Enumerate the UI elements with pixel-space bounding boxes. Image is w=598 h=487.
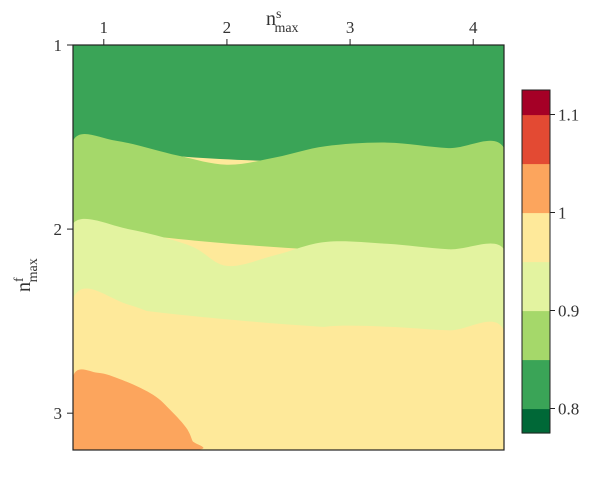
y-tick-label: 1 (54, 36, 63, 55)
y-axis-title-sup: f (12, 277, 27, 282)
colorbar-segment (522, 90, 550, 116)
colorbar: 0.8 0.9 1 1.1 (521, 89, 579, 434)
x-axis-title: ns max (266, 7, 299, 36)
y-axis-title-base: n (13, 282, 35, 292)
contour-region-1 (73, 45, 504, 162)
y-axis: 1 2 3 (54, 36, 73, 423)
x-tick-label: 1 (100, 18, 109, 37)
y-tick-label: 2 (54, 220, 63, 239)
x-tick-label: 2 (223, 18, 232, 37)
colorbar-tick-label: 0.8 (558, 400, 579, 419)
y-axis-title: nfmax (12, 258, 41, 292)
x-tick-label: 4 (469, 18, 478, 37)
x-axis-title-base: n (266, 8, 276, 30)
colorbar-tick-label: 1 (558, 204, 567, 223)
contour-region-5 (73, 369, 204, 450)
contour-region-4 (73, 288, 504, 450)
colorbar-frame (521, 89, 551, 434)
contour-region-3 (73, 219, 504, 333)
colorbar-tick-label: 1.1 (558, 106, 579, 125)
x-axis-title-sup: s (276, 7, 281, 22)
colorbar-segment (522, 114, 550, 165)
colorbar-segment (522, 163, 550, 214)
colorbar-tick-label: 0.9 (558, 302, 579, 321)
plot-area (72, 44, 505, 451)
plot-frame (72, 44, 505, 451)
colorbar-segment (522, 408, 550, 434)
x-axis-title-sub: max (274, 21, 298, 36)
x-tick-label: 3 (346, 18, 355, 37)
colorbar-segment (522, 261, 550, 312)
colorbar-segment (522, 212, 550, 263)
contour-regions (73, 45, 504, 450)
colorbar-segment (522, 310, 550, 361)
x-axis: 1 2 3 4 (100, 18, 478, 45)
y-axis-title-sub: max (26, 258, 41, 282)
colorbar-segment (522, 359, 550, 410)
contour-region-2 (73, 134, 504, 254)
y-tick-label: 3 (54, 404, 63, 423)
